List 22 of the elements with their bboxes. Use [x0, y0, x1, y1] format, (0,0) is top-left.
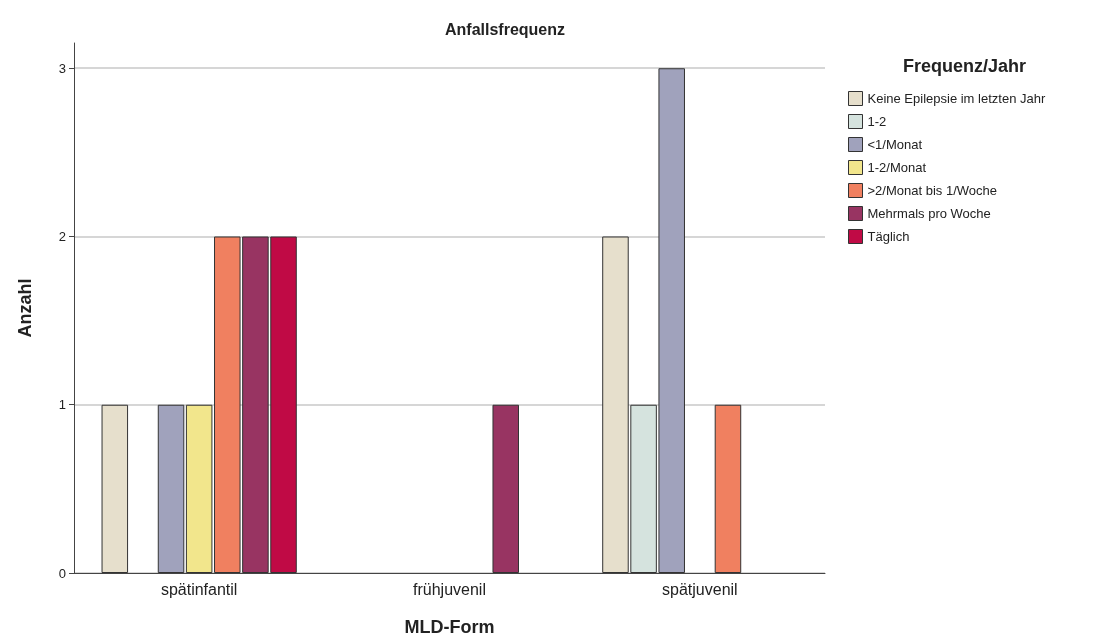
bar: [157, 404, 185, 573]
legend-label: >2/Monat bis 1/Woche: [867, 183, 997, 198]
y-tick-label: 2: [58, 228, 66, 244]
bar: [101, 404, 129, 573]
x-axis-title: MLD-Form: [404, 617, 495, 637]
y-tick-label: 3: [58, 60, 66, 76]
chart-title: Anfallsfrequenz: [445, 20, 566, 38]
x-tick-label: spätinfantil: [160, 580, 238, 598]
y-axis-title: Anzahl: [15, 278, 35, 338]
x-tick-label: spätjuvenil: [662, 580, 738, 598]
x-tick-label: frühjuvenil: [413, 580, 486, 598]
legend-title: Frequenz/Jahr: [903, 56, 1027, 76]
bar: [492, 404, 520, 573]
legend-label: Mehrmals pro Woche: [867, 206, 991, 221]
legend-label: Täglich: [867, 229, 910, 244]
legend-label: 1-2/Monat: [867, 160, 927, 175]
y-tick-label: 0: [58, 565, 66, 581]
legend-label: Keine Epilepsie im letzten Jahr: [867, 91, 1046, 106]
bar: [714, 404, 742, 573]
y-tick-label: 1: [58, 397, 66, 413]
legend-label: 1-2: [867, 114, 887, 129]
legend-label: <1/Monat: [867, 137, 923, 152]
